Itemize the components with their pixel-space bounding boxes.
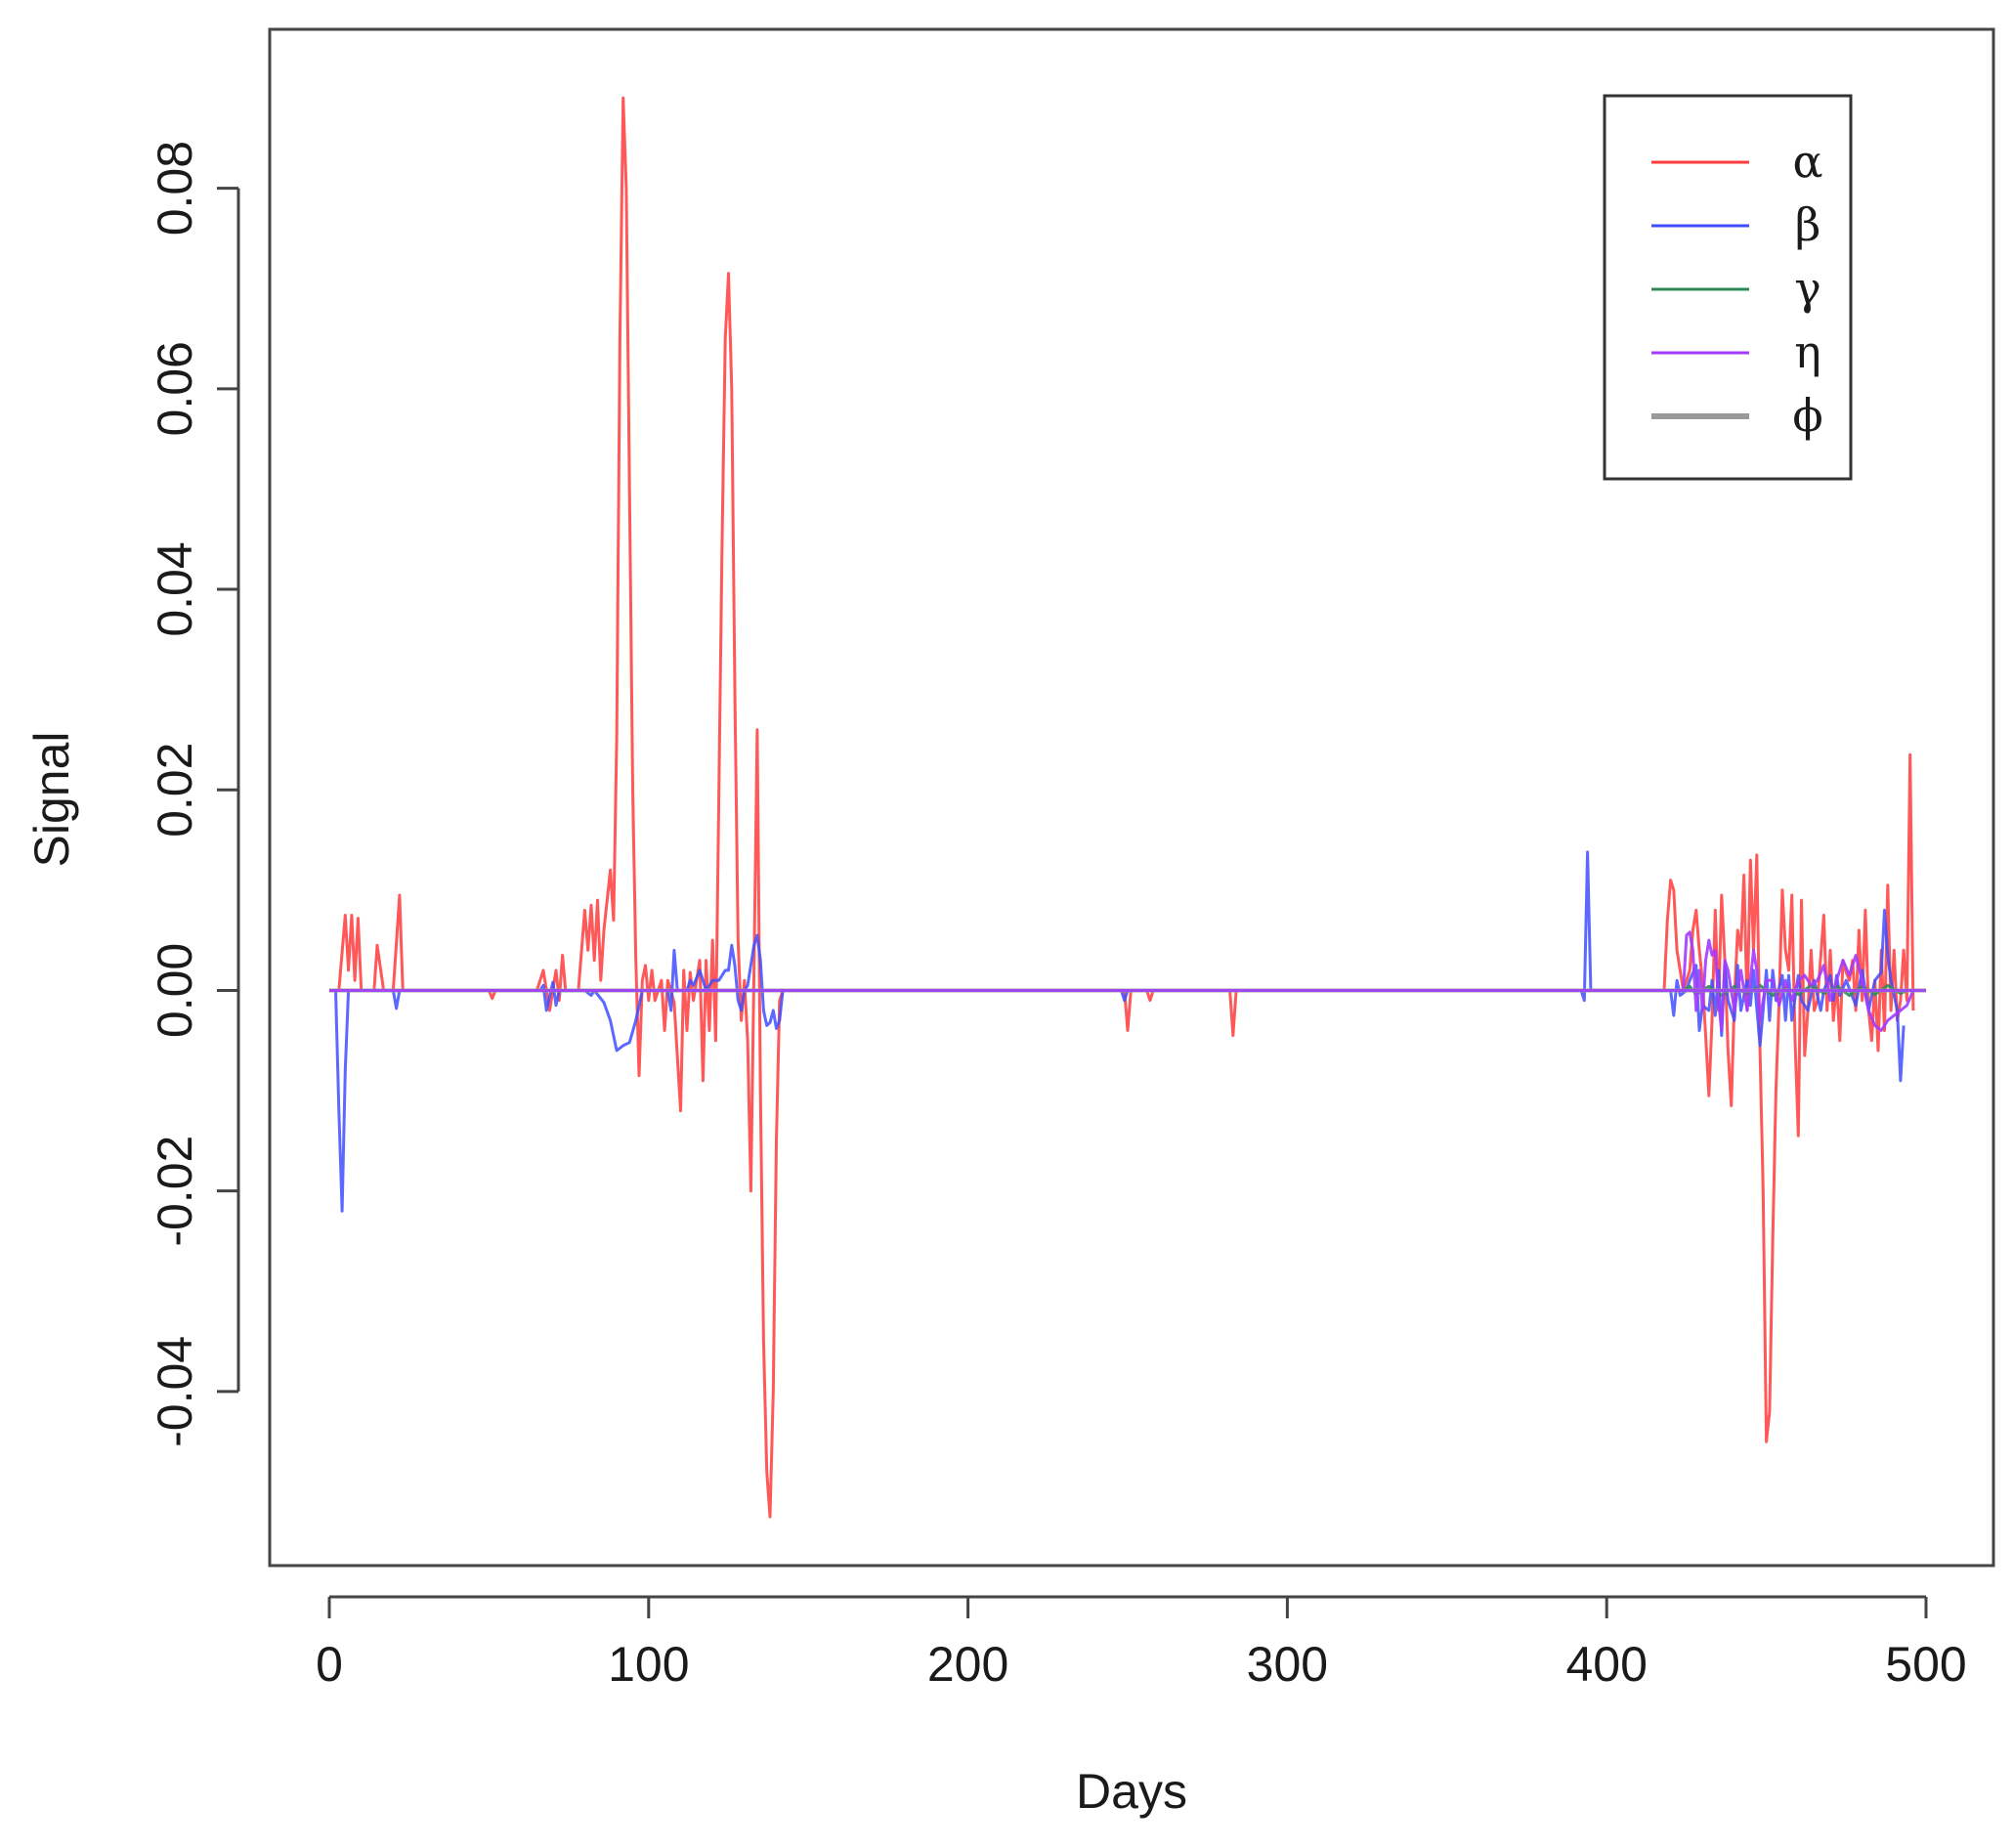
legend-label-beta: β (1795, 198, 1821, 251)
y-tick-label: -0.02 (148, 1136, 202, 1247)
y-tick-label: 0.02 (148, 743, 202, 838)
x-tick-label: 500 (1885, 1637, 1966, 1692)
legend-label-alpha: α (1792, 135, 1822, 188)
legend-label-phi: ϕ (1792, 389, 1822, 442)
y-axis: -0.04 -0.02 0.00 0.02 0.04 0.06 0.08 (148, 141, 240, 1447)
legend-label-eta: η (1794, 325, 1821, 378)
x-tick-label: 0 (316, 1637, 343, 1692)
y-tick-label: 0.00 (148, 943, 202, 1038)
x-axis: 0 100 200 300 400 500 (316, 1595, 1967, 1692)
y-tick-label: 0.06 (148, 341, 202, 436)
series-layer (329, 96, 1926, 1519)
legend-label-gamma: γ (1794, 262, 1821, 315)
x-tick-label: 100 (608, 1637, 689, 1692)
x-tick-label: 300 (1247, 1637, 1328, 1692)
y-axis-title: Signal (24, 732, 79, 868)
y-tick-label: -0.04 (148, 1336, 202, 1447)
x-axis-title: Days (1076, 1764, 1187, 1819)
x-tick-label: 200 (927, 1637, 1008, 1692)
plot-frame (268, 27, 1995, 1568)
y-tick-label: 0.04 (148, 541, 202, 636)
x-tick-label: 400 (1565, 1637, 1647, 1692)
y-tick-label: 0.08 (148, 141, 202, 236)
